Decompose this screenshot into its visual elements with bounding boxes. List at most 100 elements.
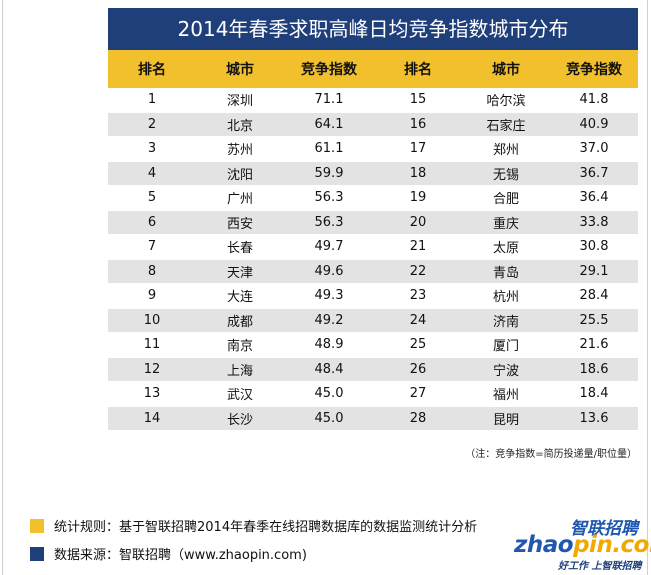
blue-square-icon — [30, 547, 44, 561]
table-cell: 7 — [108, 234, 196, 260]
table-cell: 29.1 — [550, 259, 638, 284]
table-cell: 天津 — [196, 259, 284, 284]
table-cell: 厦门 — [462, 332, 550, 358]
logo-brand-part2: pin.com — [573, 532, 651, 558]
legend-source-text: 数据来源：智联招聘（www.zhaopin.com) — [54, 548, 307, 563]
table-cell: 23 — [374, 283, 462, 309]
table-cell: 15 — [374, 88, 462, 113]
table-cell: 2 — [108, 112, 196, 137]
logo-brand-part1: zhao — [514, 532, 574, 558]
frame-right-border — [647, 0, 648, 575]
table-cell: 33.8 — [550, 210, 638, 235]
column-header: 竞争指数 — [550, 50, 638, 88]
table-row: 10 成都 49.2 24 济南 25.5 — [108, 308, 638, 333]
table-cell: 南京 — [196, 332, 284, 358]
table-cell: 25 — [374, 332, 462, 358]
table-cell: 36.7 — [550, 161, 638, 186]
table-cell: 成都 — [196, 308, 284, 333]
table-cell: 重庆 — [462, 210, 550, 235]
table-row: 14 长沙 45.0 28 昆明 13.6 — [108, 406, 638, 431]
table-cell: 6 — [108, 210, 196, 235]
table-cell: 北京 — [196, 112, 284, 137]
table-cell: 19 — [374, 185, 462, 211]
table-row: 6 西安 56.3 20 重庆 33.8 — [108, 210, 638, 235]
yellow-square-icon — [30, 519, 44, 533]
column-header: 排名 — [108, 50, 196, 88]
table-cell: 18.6 — [550, 357, 638, 382]
table-cell: 13.6 — [550, 406, 638, 431]
column-header: 排名 — [374, 50, 462, 88]
ranking-table: 排名 城市 竞争指数 排名 城市 竞争指数 1 深圳 71.1 15 哈尔滨 41.8 2 北京 64.1… — [108, 50, 638, 431]
table-cell: 昆明 — [462, 406, 550, 431]
table-cell: 49.7 — [284, 234, 374, 260]
table-row: 2 北京 64.1 16 石家庄 40.9 — [108, 112, 638, 137]
table-cell: 西安 — [196, 210, 284, 235]
table-cell: 30.8 — [550, 234, 638, 260]
table-cell: 48.9 — [284, 332, 374, 358]
table-cell: 哈尔滨 — [462, 88, 550, 113]
table-cell: 49.2 — [284, 308, 374, 333]
table-cell: 13 — [108, 381, 196, 407]
table-cell: 郑州 — [462, 136, 550, 162]
logo-slogan: 好工作 上智联招聘 — [558, 561, 642, 572]
table-cell: 49.3 — [284, 283, 374, 309]
table-cell: 56.3 — [284, 210, 374, 235]
table-cell: 16 — [374, 112, 462, 137]
table-row: 13 武汉 45.0 27 福州 18.4 — [108, 381, 638, 407]
table-cell: 杭州 — [462, 283, 550, 309]
table-cell: 41.8 — [550, 88, 638, 113]
table-cell: 56.3 — [284, 185, 374, 211]
table-cell: 61.1 — [284, 136, 374, 162]
logo-cn-text: 智联招聘 — [570, 519, 638, 539]
table-cell: 28.4 — [550, 283, 638, 309]
column-header: 竞争指数 — [284, 50, 374, 88]
table-cell: 36.4 — [550, 185, 638, 211]
table-cell: 太原 — [462, 234, 550, 260]
page-title: 2014年春季求职高峰日均竞争指数城市分布 — [108, 8, 638, 50]
table-cell: 18 — [374, 161, 462, 186]
table-cell: 18.4 — [550, 381, 638, 407]
table-cell: 48.4 — [284, 357, 374, 382]
table-cell: 11 — [108, 332, 196, 358]
logo-brand: zhaopin.com — [514, 532, 651, 558]
table-cell: 合肥 — [462, 185, 550, 211]
table-row: 3 苏州 61.1 17 郑州 37.0 — [108, 136, 638, 162]
footnote: （注：竞争指数=简历投递量/职位量） — [465, 449, 637, 460]
table-row: 5 广州 56.3 19 合肥 36.4 — [108, 185, 638, 211]
legend-source: 数据来源：智联招聘（www.zhaopin.com) — [30, 544, 307, 563]
table-cell: 9 — [108, 283, 196, 309]
table-cell: 24 — [374, 308, 462, 333]
table-cell: 广州 — [196, 185, 284, 211]
table-row: 4 沈阳 59.9 18 无锡 36.7 — [108, 161, 638, 186]
table-row: 9 大连 49.3 23 杭州 28.4 — [108, 283, 638, 309]
table-cell: 8 — [108, 259, 196, 284]
table-cell: 深圳 — [196, 88, 284, 113]
table-cell: 5 — [108, 185, 196, 211]
table-cell: 64.1 — [284, 112, 374, 137]
table-header-row: 排名 城市 竞争指数 排名 城市 竞争指数 — [108, 50, 638, 88]
table-cell: 21 — [374, 234, 462, 260]
table-cell: 59.9 — [284, 161, 374, 186]
table-cell: 17 — [374, 136, 462, 162]
frame-left-border — [2, 0, 3, 575]
table-cell: 20 — [374, 210, 462, 235]
column-header: 城市 — [196, 50, 284, 88]
table-cell: 3 — [108, 136, 196, 162]
table-cell: 28 — [374, 406, 462, 431]
table-body: 1 深圳 71.1 15 哈尔滨 41.8 2 北京 64.1 16 石家庄 40.9 3 苏州 61.1 1… — [108, 88, 638, 431]
table-cell: 21.6 — [550, 332, 638, 358]
table-cell: 长沙 — [196, 406, 284, 431]
legend-rule-text: 统计规则：基于智联招聘2014年春季在线招聘数据库的数据监测统计分析 — [54, 520, 478, 535]
table-cell: 长春 — [196, 234, 284, 260]
table-cell: 45.0 — [284, 406, 374, 431]
table-cell: 22 — [374, 259, 462, 284]
table-cell: 45.0 — [284, 381, 374, 407]
table-row: 11 南京 48.9 25 厦门 21.6 — [108, 332, 638, 358]
table-cell: 沈阳 — [196, 161, 284, 186]
zhaopin-logo: 智联招聘 zhaopin.com 好工作 上智联招聘 — [508, 512, 651, 572]
table-cell: 青岛 — [462, 259, 550, 284]
table-cell: 福州 — [462, 381, 550, 407]
table-cell: 4 — [108, 161, 196, 186]
table-cell: 10 — [108, 308, 196, 333]
table-cell: 49.6 — [284, 259, 374, 284]
